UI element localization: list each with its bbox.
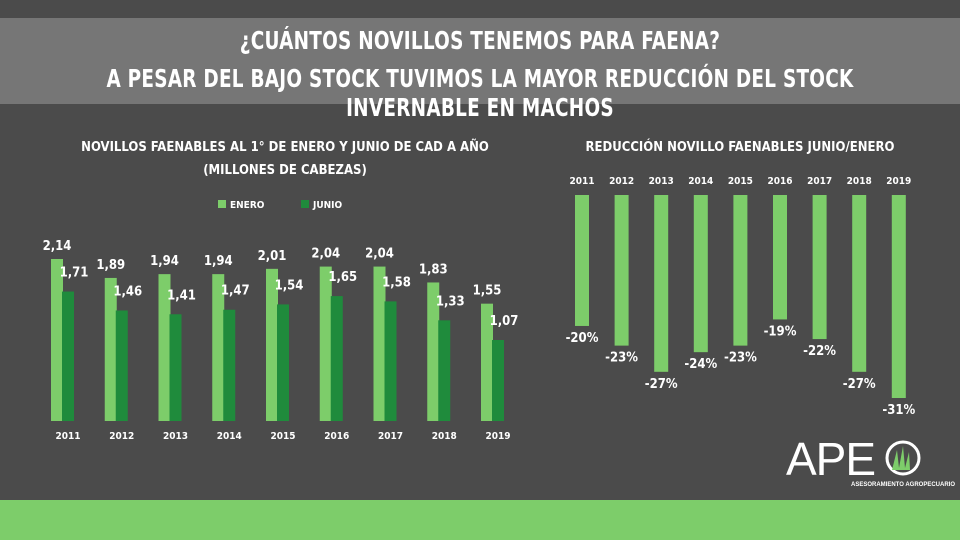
data-label-junio-2015: 1,54 <box>275 278 304 293</box>
data-label-enero-2019: 1,55 <box>473 284 502 299</box>
x-tick-label-2017: 2017 <box>378 431 403 442</box>
bar-junio-2012 <box>115 310 128 421</box>
data-label-junio-2014: 1,47 <box>221 284 250 299</box>
legend-label-enero: ENERO <box>230 200 265 211</box>
bar-enero-2019 <box>481 303 493 421</box>
x-tick-label-2015: 2015 <box>270 431 295 442</box>
bar-enero-2014 <box>212 274 225 421</box>
bar-reduccion-2011 <box>575 195 589 326</box>
data-label-reduccion-2017: -22% <box>803 344 836 359</box>
title-band <box>0 18 960 104</box>
bar-enero-2011 <box>51 259 63 421</box>
bar-junio-2011 <box>62 291 74 421</box>
bar-reduccion-2015 <box>733 195 748 346</box>
x-tick-label-2019: 2019 <box>485 431 510 442</box>
x-tick-label-2018: 2018 <box>432 431 457 442</box>
bar-junio-2014 <box>223 309 236 421</box>
x-tick-label-2012: 2012 <box>609 176 634 187</box>
data-label-reduccion-2015: -23% <box>724 351 757 366</box>
legend-swatch-junio <box>301 200 309 208</box>
x-tick-label-2015: 2015 <box>728 176 753 187</box>
page-title: ¿CUÁNTOS NOVILLOS TENEMOS PARA FAENA? <box>239 26 721 55</box>
bar-junio-2019 <box>492 340 504 421</box>
data-label-junio-2017: 1,58 <box>382 275 411 290</box>
data-label-reduccion-2014: -24% <box>684 357 717 372</box>
x-tick-label-2016: 2016 <box>767 176 792 187</box>
page-subtitle: A PESAR DEL BAJO STOCK TUVIMOS LA MAYOR … <box>106 64 854 122</box>
data-label-enero-2012: 1,89 <box>96 258 125 273</box>
chart2-bars: 2011 -20% 2012 -23% 2013 -27% 2014 -24% 2015 -23%… <box>566 176 916 418</box>
logo-text: APE <box>786 433 876 485</box>
bottom-band <box>0 500 960 540</box>
chart1-legend: ENERO JUNIO <box>218 200 343 211</box>
bar-reduccion-2013 <box>654 195 669 372</box>
data-label-junio-2016: 1,65 <box>328 270 357 285</box>
data-label-reduccion-2011: -20% <box>566 331 599 346</box>
data-label-reduccion-2016: -19% <box>764 324 797 339</box>
bar-junio-2015 <box>277 304 289 421</box>
legend-swatch-enero <box>218 200 226 208</box>
data-label-junio-2011: 1,71 <box>60 266 89 281</box>
data-label-enero-2015: 2,01 <box>258 249 287 264</box>
data-label-junio-2012: 1,46 <box>113 284 142 299</box>
x-tick-label-2012: 2012 <box>109 431 134 442</box>
x-tick-label-2013: 2013 <box>163 431 188 442</box>
bar-reduccion-2016 <box>773 195 787 320</box>
bar-enero-2012 <box>104 277 117 421</box>
data-label-reduccion-2013: -27% <box>645 377 678 392</box>
data-label-enero-2016: 2,04 <box>311 247 340 262</box>
x-tick-label-2016: 2016 <box>324 431 349 442</box>
x-tick-label-2019: 2019 <box>886 176 911 187</box>
grass-circle-icon <box>885 440 921 476</box>
bar-reduccion-2012 <box>614 195 629 346</box>
bar-enero-2017 <box>373 266 386 421</box>
x-tick-label-2017: 2017 <box>807 176 832 187</box>
bar-junio-2013 <box>169 314 182 421</box>
data-label-junio-2013: 1,41 <box>167 288 196 303</box>
x-tick-label-2018: 2018 <box>847 176 872 187</box>
data-label-enero-2014: 1,94 <box>204 254 233 269</box>
x-tick-label-2014: 2014 <box>217 431 242 442</box>
bar-enero-2018 <box>427 282 440 421</box>
x-tick-label-2011: 2011 <box>569 176 594 187</box>
chart1-title: NOVILLOS FAENABLES AL 1° DE ENERO Y JUNI… <box>81 139 489 155</box>
bar-reduccion-2019 <box>891 195 906 398</box>
data-label-junio-2019: 1,07 <box>490 314 519 329</box>
x-tick-label-2014: 2014 <box>688 176 713 187</box>
bar-enero-2013 <box>158 274 171 421</box>
data-label-reduccion-2012: -23% <box>605 351 638 366</box>
bar-junio-2018 <box>438 320 451 421</box>
data-label-enero-2018: 1,83 <box>419 262 448 277</box>
bar-junio-2017 <box>384 301 397 421</box>
bar-reduccion-2014 <box>693 195 708 353</box>
chart1-bars: 2,14 1,71 2011 1,89 1,46 2012 1,94 1,41 2013 1,94… <box>43 239 519 442</box>
data-label-junio-2018: 1,33 <box>436 294 465 309</box>
logo-subtext: ASESORAMIENTO AGROPECUARIO <box>851 482 956 488</box>
data-label-reduccion-2019: -31% <box>882 403 915 418</box>
legend-label-junio: JUNIO <box>312 200 343 211</box>
data-label-enero-2013: 1,94 <box>150 254 179 269</box>
bar-reduccion-2018 <box>852 195 867 372</box>
x-tick-label-2011: 2011 <box>55 431 80 442</box>
data-label-enero-2017: 2,04 <box>365 247 394 262</box>
data-label-reduccion-2018: -27% <box>843 377 876 392</box>
chart2-title: REDUCCIÓN NOVILLO FAENABLES JUNIO/ENERO <box>586 139 895 155</box>
data-label-enero-2011: 2,14 <box>43 239 72 254</box>
bar-enero-2016 <box>319 266 332 421</box>
bar-reduccion-2017 <box>812 195 827 340</box>
bar-enero-2015 <box>266 268 278 421</box>
x-tick-label-2013: 2013 <box>649 176 674 187</box>
bar-junio-2016 <box>330 296 343 421</box>
chart1-subtitle: (MILLONES DE CABEZAS) <box>203 163 367 178</box>
